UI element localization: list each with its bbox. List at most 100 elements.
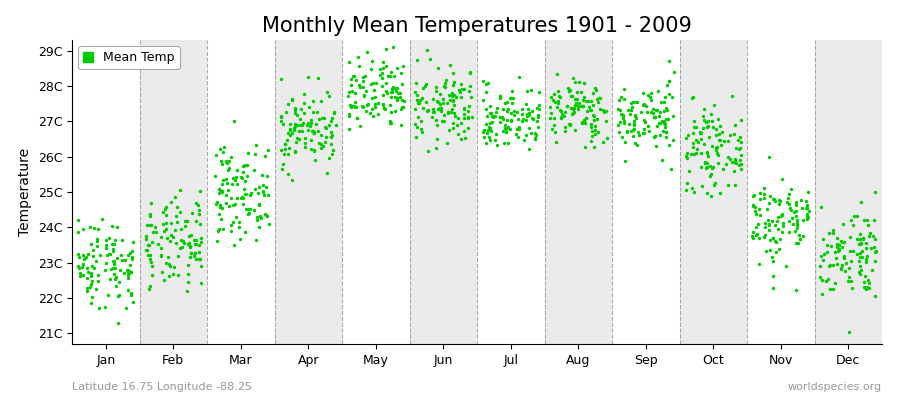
Point	[107, 264, 122, 271]
Point	[507, 112, 521, 118]
Point	[209, 151, 223, 158]
Point	[183, 243, 197, 249]
Point	[511, 124, 526, 130]
Point	[81, 268, 95, 275]
Point	[481, 127, 495, 133]
Point	[859, 245, 873, 252]
Point	[727, 121, 742, 128]
Point	[686, 144, 700, 150]
Point	[300, 122, 314, 128]
Point	[704, 193, 718, 200]
Point	[297, 135, 311, 142]
Point	[530, 112, 544, 118]
Point	[288, 123, 302, 130]
Point	[92, 304, 106, 311]
Point	[476, 129, 491, 135]
Point	[493, 114, 508, 120]
Point	[483, 125, 498, 131]
Point	[375, 100, 390, 107]
Point	[397, 98, 411, 104]
Point	[505, 88, 519, 94]
Point	[457, 104, 472, 111]
Point	[248, 151, 262, 158]
Point	[349, 114, 364, 121]
Point	[320, 124, 334, 131]
Point	[344, 76, 358, 82]
Point	[620, 129, 634, 135]
Point	[571, 103, 585, 110]
Point	[585, 133, 599, 139]
Point	[71, 263, 86, 270]
Bar	[680, 40, 747, 344]
Point	[281, 151, 295, 158]
Point	[346, 73, 360, 80]
Point	[391, 90, 405, 96]
Point	[650, 122, 664, 129]
Bar	[207, 40, 274, 344]
Point	[314, 145, 328, 151]
Point	[560, 103, 574, 110]
Point	[634, 109, 649, 115]
Point	[441, 109, 455, 116]
Point	[532, 101, 546, 108]
Point	[852, 257, 867, 264]
Point	[697, 141, 711, 148]
Point	[274, 114, 288, 120]
Point	[174, 244, 188, 251]
Point	[240, 211, 255, 217]
Point	[627, 112, 642, 118]
Point	[183, 254, 197, 260]
Point	[657, 118, 671, 124]
Point	[482, 124, 496, 130]
Point	[122, 287, 136, 293]
Point	[723, 132, 737, 138]
Point	[551, 100, 565, 106]
Point	[799, 204, 814, 211]
Point	[701, 118, 716, 124]
Point	[180, 218, 194, 224]
Point	[288, 104, 302, 111]
Point	[109, 273, 123, 280]
Point	[775, 211, 789, 217]
Point	[864, 245, 878, 252]
Point	[124, 269, 139, 276]
Point	[107, 257, 122, 264]
Point	[617, 138, 632, 145]
Point	[436, 118, 451, 124]
Point	[283, 127, 297, 133]
Point	[376, 102, 391, 108]
Point	[363, 110, 377, 116]
Point	[258, 210, 273, 217]
Point	[284, 96, 299, 103]
Point	[173, 187, 187, 193]
Point	[721, 138, 735, 144]
Point	[309, 120, 323, 127]
Point	[288, 106, 302, 112]
Point	[387, 85, 401, 92]
Point	[292, 122, 307, 129]
Point	[498, 125, 512, 132]
Point	[281, 130, 295, 136]
Point	[193, 221, 207, 227]
Point	[220, 180, 234, 186]
Point	[194, 263, 208, 270]
Point	[91, 278, 105, 284]
Point	[301, 74, 315, 80]
Point	[835, 262, 850, 269]
Point	[631, 129, 645, 136]
Point	[379, 46, 393, 52]
Point	[375, 75, 390, 82]
Point	[689, 137, 704, 143]
Point	[157, 227, 171, 234]
Point	[497, 140, 511, 146]
Point	[189, 237, 203, 244]
Point	[527, 130, 542, 136]
Point	[733, 157, 747, 163]
Point	[660, 82, 674, 88]
Point	[175, 244, 189, 251]
Point	[364, 66, 378, 72]
Point	[489, 108, 503, 115]
Point	[705, 142, 719, 149]
Point	[859, 286, 873, 292]
Point	[430, 98, 445, 104]
